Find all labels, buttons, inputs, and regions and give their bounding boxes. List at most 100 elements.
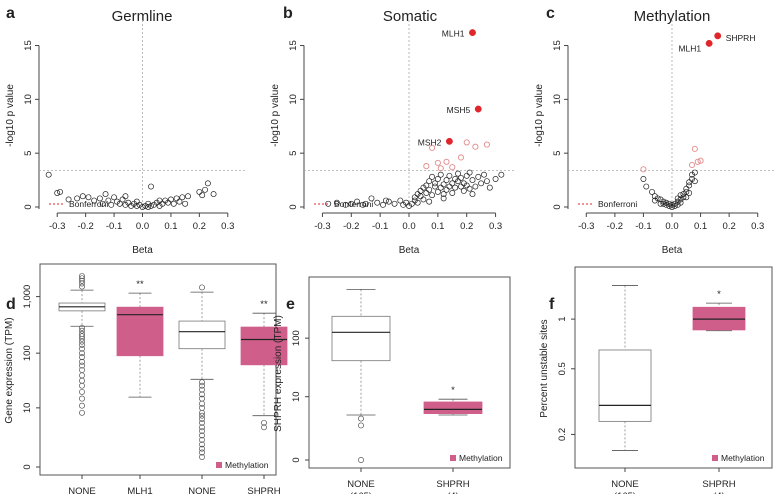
outlier-point [199,424,205,431]
legend-methylation-label: Methylation [225,460,269,470]
data-point [677,199,684,206]
x-tick-label: -0.3 [314,221,330,232]
outlier-point [199,391,205,398]
data-point [182,200,189,207]
significant-point [640,166,647,173]
data-point [179,194,186,201]
panel-c-title: Methylation [634,8,711,25]
data-point [483,178,490,185]
outlier-point [358,457,364,463]
data-point [403,199,410,206]
data-point [54,190,61,196]
data-point [85,194,92,201]
outlier-point [79,382,85,389]
data-point [492,176,499,182]
outlier-point [79,335,85,342]
data-point [643,183,650,190]
significant-point [694,158,701,165]
data-point [452,184,459,191]
data-point [455,178,462,185]
x-axis-title: Beta [132,245,153,256]
y-tick-label: 0.2 [557,428,568,441]
legend-bonferroni-label: Bonferroni [69,199,108,209]
data-point [79,193,86,200]
significant-point [691,145,698,152]
significant-point [483,141,490,148]
data-point [122,193,129,200]
data-point [382,197,389,204]
outlier-point [79,341,85,348]
data-point [475,173,482,180]
box-shprh-1-count: (4) [713,491,725,494]
outlier-point [79,409,85,416]
box-shprh-1-count: (4) [447,491,459,494]
data-point [325,200,332,207]
y-tick-label: 1 [557,316,568,321]
data-point [420,196,427,203]
y-tick-label: 15 [23,40,34,51]
x-tick-label: 0.2 [193,221,206,232]
data-point [683,194,690,201]
data-point [446,172,453,179]
data-point [426,186,433,193]
outlier-point [199,419,205,426]
y-tick-label: 0 [552,204,563,209]
outlier-point [79,273,85,280]
x-tick-label: -0.1 [106,221,122,232]
legend-methylation-swatch [450,455,456,461]
data-point [133,202,140,209]
data-point [469,191,476,198]
outlier-point [199,400,205,407]
box-none-0-count: (165) [614,491,636,494]
y-axis-title: -log10 p value [534,84,545,147]
data-point [691,178,698,185]
data-point [666,202,673,209]
box-none-2-label: NONE [188,486,215,494]
gene-label-shprh: SHPRH [726,33,756,43]
outlier-point [79,402,85,409]
highlighted-point-msh5 [474,105,482,113]
outlier-point [261,419,267,426]
x-tick-label: 0.3 [489,221,502,232]
data-point [498,171,505,178]
data-point [478,180,485,187]
data-point [649,188,655,195]
legend-methylation-swatch [216,462,222,468]
data-point [686,179,693,186]
outlier-point [199,416,205,422]
y-tick-label: 100 [22,345,33,361]
y-tick-label: 15 [288,40,299,51]
outlier-point [79,377,85,384]
box-shprh-1-significance: * [717,289,721,300]
data-point [437,171,444,178]
x-tick-label: 0.0 [136,221,149,232]
data-point [57,188,64,195]
data-point [463,182,470,189]
data-point [74,195,81,202]
outlier-point [199,409,205,416]
outlier-point [79,324,85,331]
y-axis-title: -log10 p value [5,84,16,147]
panel-f-label: f [549,296,555,313]
y-tick-label: 0 [23,204,34,209]
data-point [657,200,664,207]
x-tick-label: 0.0 [665,221,678,232]
data-point [348,200,355,207]
data-point [457,174,464,181]
significant-point [688,161,696,169]
data-point [640,176,647,182]
outlier-point [79,283,85,290]
data-point [148,183,154,190]
x-tick-label: 0.1 [164,221,177,232]
highlighted-point-mlh1 [705,39,713,47]
data-point [368,195,375,202]
box-shprh-1-label: SHPRH [436,479,469,490]
box-none-0-label: NONE [68,486,95,494]
x-tick-label: -0.3 [578,221,594,232]
x-tick-label: 0.2 [460,221,473,232]
data-point [481,171,487,178]
data-point [423,182,430,189]
data-point [111,194,118,201]
data-point [449,190,456,196]
